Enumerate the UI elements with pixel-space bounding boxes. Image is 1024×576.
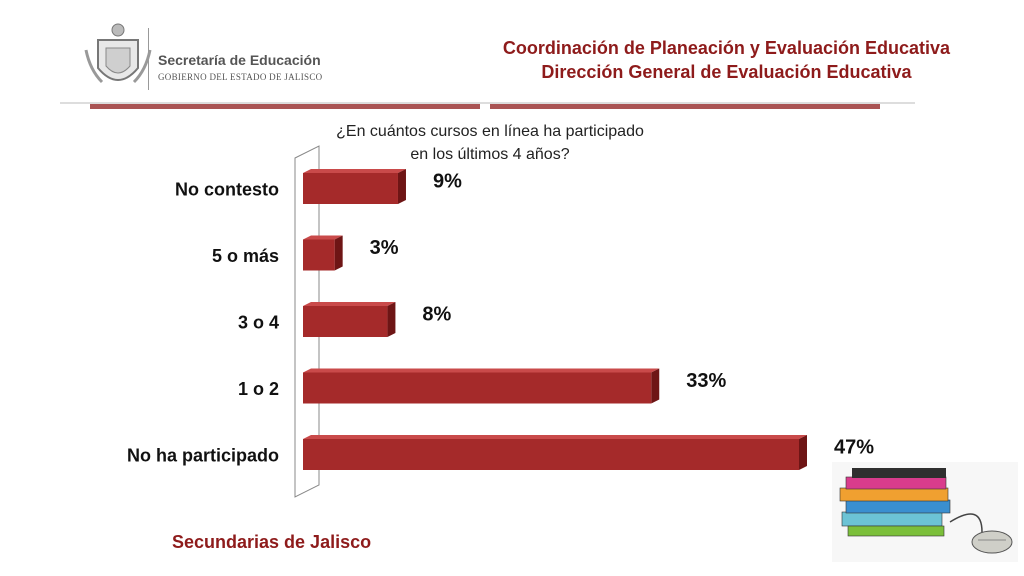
header-divider [60, 102, 915, 109]
logo-subtitle: GOBIERNO DEL ESTADO DE JALISCO [158, 72, 323, 82]
chart-title: ¿En cuántos cursos en línea ha participa… [280, 120, 700, 166]
bar-3 [303, 372, 652, 404]
logo-separator [148, 28, 149, 90]
category-label-0: No contesto [175, 180, 279, 200]
header-line-2: Dirección General de Evaluación Educativ… [541, 62, 912, 82]
bar-side-4 [799, 435, 807, 470]
axis-wall [294, 145, 320, 498]
category-label-4: No ha participado [127, 446, 279, 466]
books-and-mouse-icon [832, 462, 1018, 562]
value-label-4: 47% [834, 437, 874, 459]
logo [78, 20, 308, 100]
bar-4 [303, 439, 799, 470]
page-header: Coordinación de Planeación y Evaluación … [503, 36, 950, 84]
bar-side-3 [651, 368, 660, 404]
value-label-1: 3% [370, 237, 399, 259]
value-label-3: 33% [686, 370, 726, 392]
footer-label: Secundarias de Jalisco [172, 532, 372, 552]
chart-title-line-2: en los últimos 4 años? [410, 146, 570, 163]
bar-side-1 [334, 235, 343, 271]
logo-title: Secretaría de Educación [158, 52, 321, 68]
category-label-1: 5 o más [212, 246, 279, 266]
bar-1 [303, 239, 335, 271]
bar-side-0 [397, 169, 406, 204]
bar-top-3 [303, 368, 660, 373]
value-label-2: 8% [422, 304, 451, 326]
bar-top-0 [303, 169, 406, 173]
category-label-3: 1 o 2 [238, 379, 279, 399]
bar-0 [303, 173, 398, 204]
bar-top-1 [303, 235, 343, 240]
bar-top-4 [303, 435, 807, 439]
header-line-1: Coordinación de Planeación y Evaluación … [502, 38, 950, 58]
coat-of-arms-icon [84, 23, 152, 84]
bar-2 [303, 306, 388, 337]
bar-side-2 [387, 302, 396, 337]
category-label-2: 3 o 4 [238, 313, 279, 333]
bar-top-2 [303, 302, 396, 306]
value-label-0: 9% [433, 171, 462, 193]
chart-title-line-1: ¿En cuántos cursos en línea ha participa… [336, 123, 644, 140]
